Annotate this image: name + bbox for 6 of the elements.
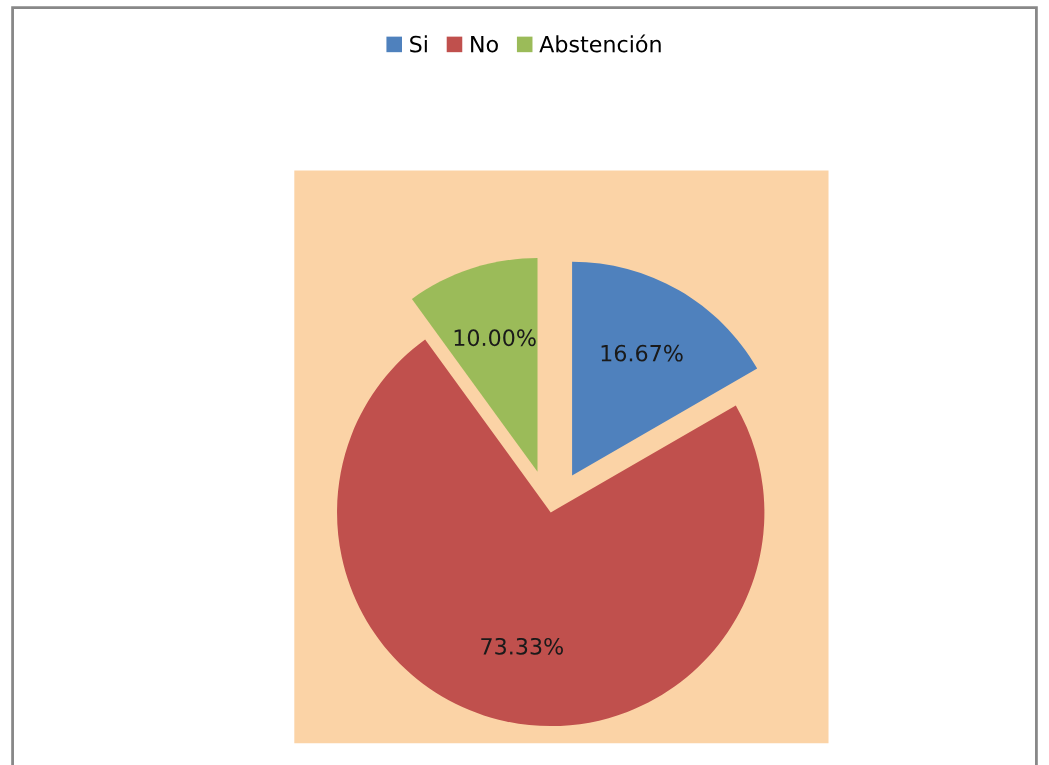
legend-label: Si bbox=[410, 35, 427, 53]
data-label: 10.00% bbox=[454, 329, 536, 347]
legend-label: No bbox=[471, 35, 498, 53]
data-label: 16.67% bbox=[601, 344, 683, 362]
legend-label: Abstención bbox=[539, 34, 661, 53]
data-label: 73.33% bbox=[481, 637, 563, 655]
